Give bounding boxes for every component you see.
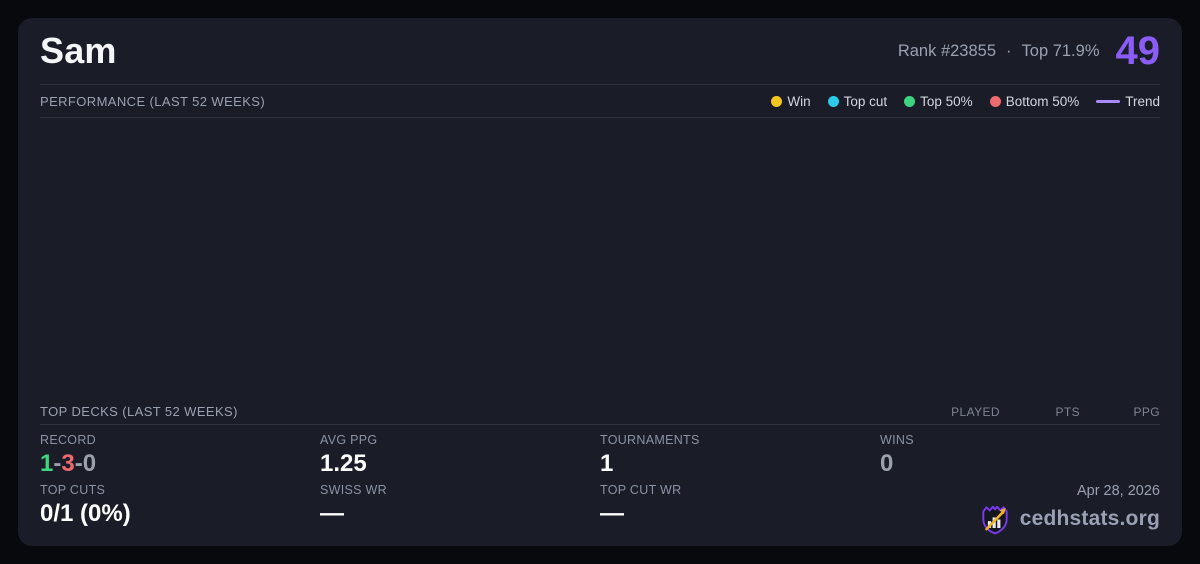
stat-top-cuts-label: TOP CUTS xyxy=(40,483,106,497)
legend-label-win: Win xyxy=(787,93,811,109)
stat-top-cut-wr-label: TOP CUT WR xyxy=(600,483,682,497)
stats-grid: RECORD 1-3-0 AVG PPG 1.25 TOURNAMENTS 1 … xyxy=(40,425,1160,546)
record-wins: 1 xyxy=(40,450,54,478)
stat-tournaments-label: TOURNAMENTS xyxy=(600,433,700,448)
footer-date: Apr 28, 2026 xyxy=(1076,483,1160,499)
stat-swiss-wr-label: SWISS WR xyxy=(320,483,387,497)
stat-avg-ppg-value: 1.25 xyxy=(320,450,367,478)
brand-row: cedhstats.org xyxy=(978,502,1160,536)
stat-tournaments: TOURNAMENTS 1 xyxy=(600,433,880,478)
record-draws: 0 xyxy=(82,450,97,478)
performance-title: PERFORMANCE (LAST 52 WEEKS) xyxy=(40,93,266,109)
stat-wins-label: WINS xyxy=(880,433,914,448)
stat-avg-ppg: AVG PPG 1.25 xyxy=(320,433,600,478)
stat-record-label: RECORD xyxy=(40,433,96,448)
column-header-played: PLAYED xyxy=(951,404,1000,419)
legend-item-trend: Trend xyxy=(1096,94,1160,109)
legend-item-top-cut: Top cut xyxy=(827,93,888,109)
legend-label-trend: Trend xyxy=(1125,93,1160,109)
legend-label-top-cut: Top cut xyxy=(843,93,888,109)
player-score: 49 xyxy=(1115,29,1161,73)
legend-item-top50: Top 50% xyxy=(904,94,973,109)
top50-dot-icon xyxy=(904,95,916,107)
rank-line: Rank #23855 · Top 71.9% xyxy=(898,42,1100,61)
top-decks-title: TOP DECKS (LAST 52 WEEKS) xyxy=(40,404,238,420)
stat-swiss-wr-value: — xyxy=(320,500,344,527)
stat-swiss-wr: SWISS WR — xyxy=(320,483,600,536)
header-right: Rank #23855 · Top 71.9% 49 xyxy=(898,31,1160,71)
card-header: Sam Rank #23855 · Top 71.9% 49 xyxy=(40,18,1160,85)
legend-item-bottom50: Bottom 50% xyxy=(989,93,1080,109)
top-decks-header-row: TOP DECKS (LAST 52 WEEKS) PLAYED PTS PPG xyxy=(40,399,1160,426)
rank-text: Rank #23855 xyxy=(897,41,997,60)
column-header-ppg: PPG xyxy=(1133,404,1160,419)
stat-wins: WINS 0 xyxy=(880,433,1160,478)
stat-avg-ppg-label: AVG PPG xyxy=(320,433,378,448)
bottom50-dot-icon xyxy=(989,95,1001,107)
stat-tournaments-value: 1 xyxy=(600,450,614,478)
record-separator-2: - xyxy=(74,450,83,478)
record-separator-1: - xyxy=(53,450,62,478)
brand-name: cedhstats.org xyxy=(1019,507,1160,530)
player-name: Sam xyxy=(40,30,117,71)
stat-wins-value: 0 xyxy=(880,450,894,478)
performance-chart xyxy=(40,118,1160,399)
legend-label-bottom50: Bottom 50% xyxy=(1005,93,1080,109)
player-stats-card: Sam Rank #23855 · Top 71.9% 49 PERFORMAN… xyxy=(18,18,1182,546)
top-cut-dot-icon xyxy=(827,95,839,107)
record-losses: 3 xyxy=(61,450,75,478)
trend-line-icon xyxy=(1096,99,1121,103)
performance-header-row: PERFORMANCE (LAST 52 WEEKS) Win Top cut … xyxy=(40,85,1160,118)
stat-record: RECORD 1-3-0 xyxy=(40,433,320,478)
legend-item-win: Win xyxy=(771,93,811,109)
card-footer: Apr 28, 2026 cedhstats.org xyxy=(880,483,1160,536)
stat-top-cut-wr-value: — xyxy=(600,500,624,527)
legend-label-top50: Top 50% xyxy=(920,93,973,109)
rank-separator: · xyxy=(1006,41,1012,60)
stat-top-cut-wr: TOP CUT WR — xyxy=(600,483,880,536)
stat-record-value: 1-3-0 xyxy=(40,450,320,478)
column-header-pts: PTS xyxy=(1055,404,1080,419)
top-decks-columns: PLAYED PTS PPG xyxy=(920,405,1160,419)
stat-top-cuts: TOP CUTS 0/1 (0%) xyxy=(40,483,320,536)
win-dot-icon xyxy=(771,95,783,107)
shield-chart-arrow-icon xyxy=(978,502,1012,536)
top-percent-text: Top 71.9% xyxy=(1021,41,1100,60)
stat-top-cuts-value: 0/1 (0%) xyxy=(40,500,131,527)
chart-legend: Win Top cut Top 50% Bottom 50% Trend xyxy=(771,94,1160,109)
